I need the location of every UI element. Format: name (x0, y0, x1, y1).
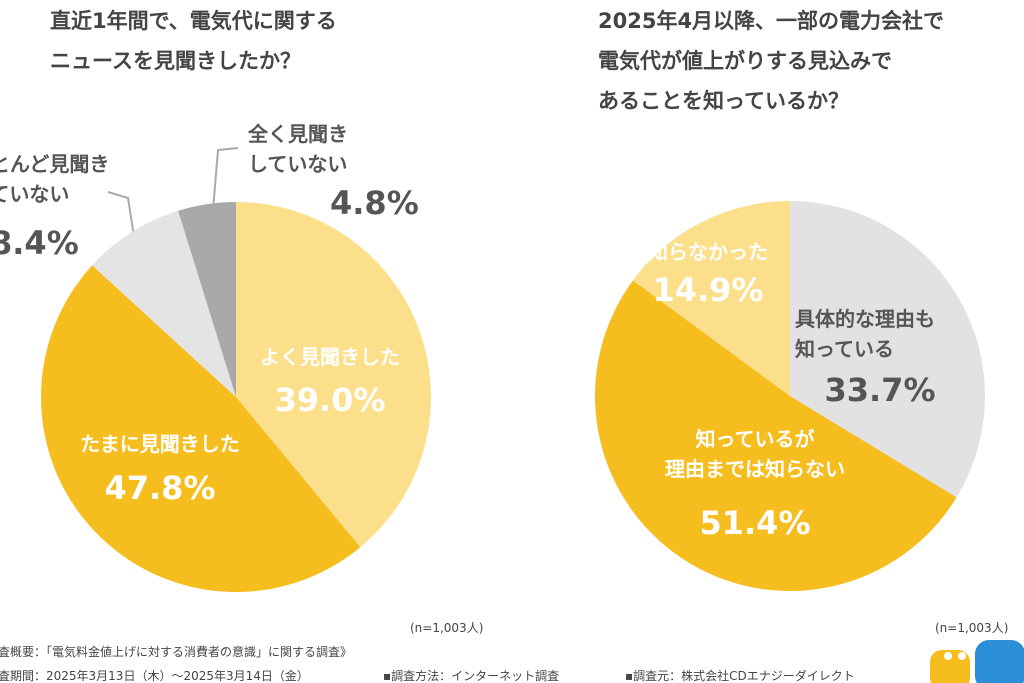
footer-text: 調査期間：2025年3月13日（木）〜2025年3月14日（金） (0, 668, 309, 683)
slice-label: 全く見聞きしていない (247, 122, 348, 176)
sample-note: (n=1,003人) (410, 621, 483, 635)
slice-value: 14.9% (652, 271, 763, 309)
pie-slice (790, 201, 986, 498)
slice-label: よく見聞きした (260, 345, 400, 369)
slice-label: ほとんど見聞きしていない (0, 152, 109, 206)
slice-value: 47.8% (104, 469, 215, 507)
chart-title: 直近1年間で、電気代に関するニュースを見聞きしたか？ (50, 9, 337, 73)
pie-slice (41, 265, 361, 592)
pie-slice (92, 210, 237, 397)
slice-label: 知っているが理由までは知らない (665, 427, 845, 481)
pie-slice (595, 280, 957, 591)
slice-label: 具体的な理由も知っている (795, 307, 935, 361)
leader-line (211, 147, 239, 223)
pie-slice (178, 202, 236, 397)
slice-value: 39.0% (274, 381, 385, 419)
pie-slice (632, 201, 790, 396)
footer-text: ▪調査元：株式会社CDエナジーダイレクト (625, 668, 855, 683)
logo (930, 640, 1024, 683)
footer-text: ▪調査方法：インターネット調査 (383, 668, 559, 683)
footer-text: 調査概要：「電気料金値上げに対する消費者の意識」に関する調査》 (0, 644, 352, 659)
slice-value: 33.7% (824, 371, 935, 409)
slice-value: 8.4% (0, 224, 79, 262)
chart-title: 2025年4月以降、一部の電力会社で電気代が値上がりする見込みであることを知って… (598, 9, 944, 113)
slice-label: たまに見聞きした (80, 432, 239, 456)
sample-note: (n=1,003人) (935, 621, 1008, 635)
slice-label: 知らなかった (648, 240, 768, 264)
pie-slice (236, 202, 431, 548)
slice-value: 51.4% (699, 504, 810, 542)
slice-value: 4.8% (330, 184, 419, 222)
